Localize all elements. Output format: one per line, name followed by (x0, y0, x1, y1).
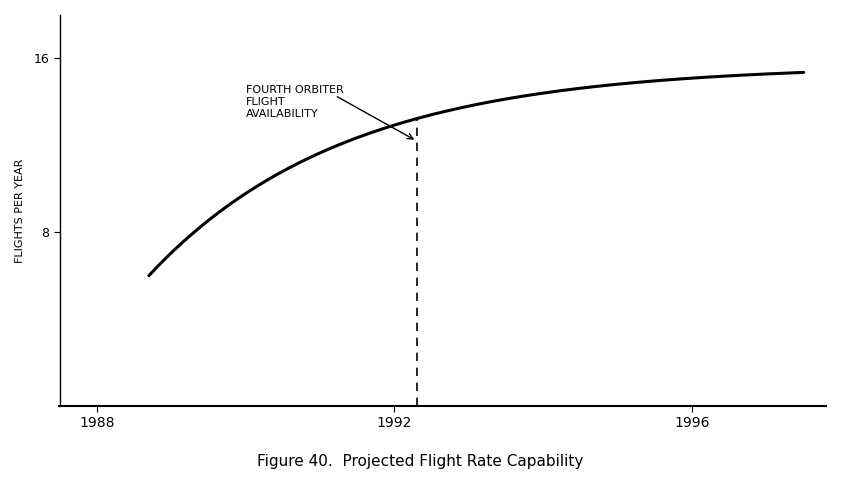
Y-axis label: FLIGHTS PER YEAR: FLIGHTS PER YEAR (15, 159, 25, 262)
Text: Figure 40.  Projected Flight Rate Capability: Figure 40. Projected Flight Rate Capabil… (257, 455, 584, 469)
Text: FOURTH ORBITER
FLIGHT
AVAILABILITY: FOURTH ORBITER FLIGHT AVAILABILITY (246, 84, 343, 119)
